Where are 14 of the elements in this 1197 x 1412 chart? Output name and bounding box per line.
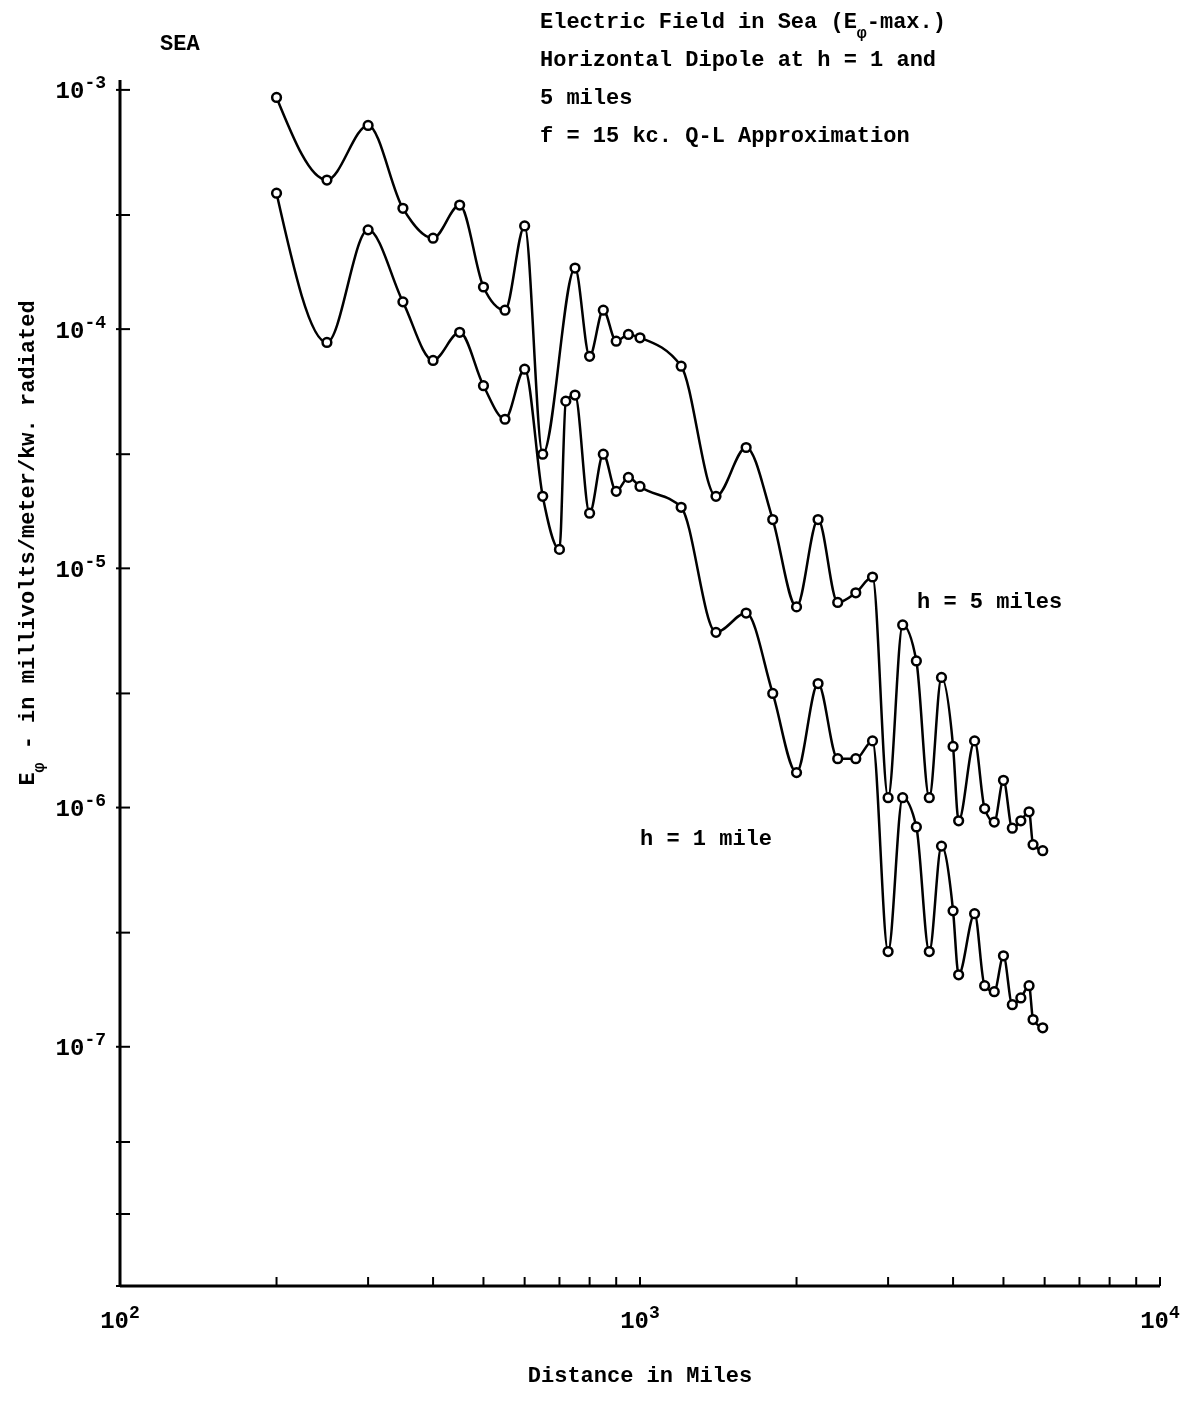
y-tick-label: 10$^{-4}$ xyxy=(55,312,107,345)
chart-title: Electric Field in Sea (E$_{φ}$-max.) xyxy=(540,10,946,43)
x-tick-label: 10$^{3}$ xyxy=(620,1303,660,1335)
y-tick-label: 10$^{-7}$ xyxy=(55,1030,106,1063)
x-tick-label: 10$^{2}$ xyxy=(100,1303,140,1335)
text: h = 1 mile xyxy=(640,827,773,852)
text: SEA xyxy=(160,32,201,57)
x-axis-title: Distance in Miles xyxy=(527,1364,753,1389)
series-label: h = 5 miles xyxy=(917,590,1063,615)
y-tick-label: 10$^{-5}$ xyxy=(55,551,106,584)
y-tick-label: 10$^{-6}$ xyxy=(55,790,106,823)
annotation: f = 15 kc. Q-L Approximation xyxy=(540,124,910,149)
x-tick-label: 10$^{4}$ xyxy=(1140,1303,1180,1335)
y-tick-label: 10$^{-3}$ xyxy=(55,73,106,106)
